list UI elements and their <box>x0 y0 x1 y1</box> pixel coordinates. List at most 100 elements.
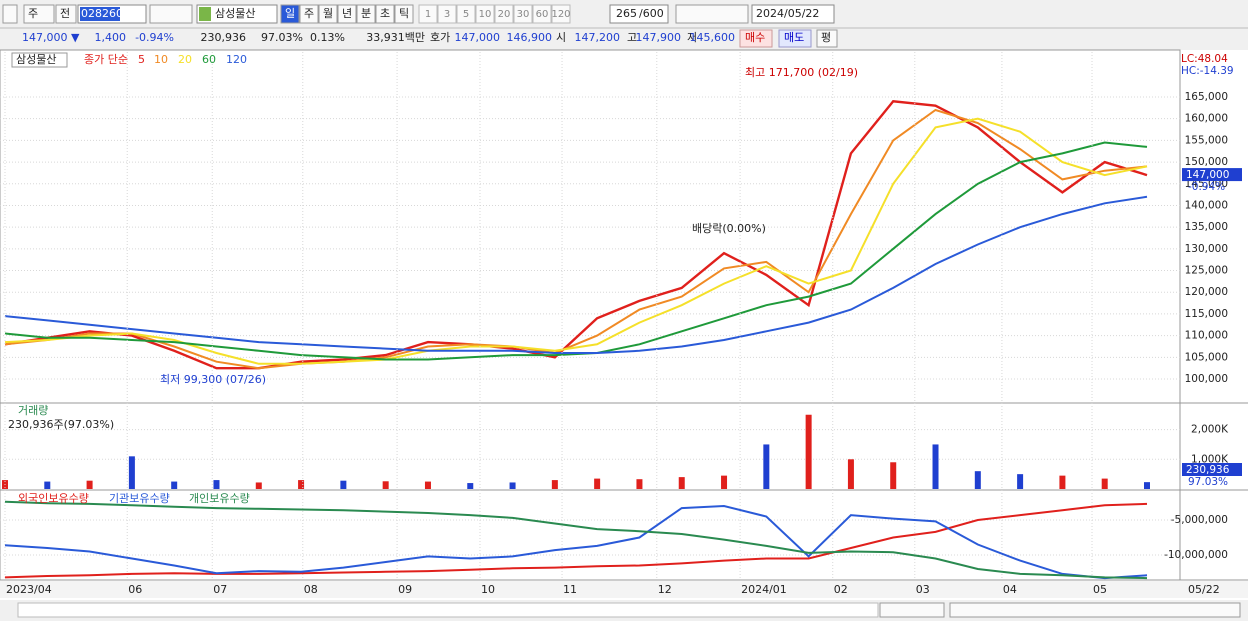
volume-bar <box>255 482 262 489</box>
mode-select[interactable] <box>55 4 77 24</box>
end-date: 05/22 <box>1188 583 1220 596</box>
y-tick-label: 140,000 <box>1185 199 1228 211</box>
interval-button[interactable] <box>551 4 571 24</box>
volume-bar <box>678 477 685 489</box>
period: 월 <box>323 7 333 20</box>
last-change: -0.94% <box>1188 181 1225 193</box>
scroll-thumb[interactable] <box>17 602 879 618</box>
x-tick-label: 10 <box>481 583 495 596</box>
x-tick-label: 03 <box>916 583 930 596</box>
volume-bar <box>298 480 305 489</box>
period: 일 <box>285 6 295 20</box>
period-button[interactable] <box>394 4 414 24</box>
volume-bar <box>847 459 854 489</box>
series-line <box>4 195 1148 354</box>
legend-item: 외국인보유수량 <box>18 492 89 505</box>
volume-bar <box>932 444 939 489</box>
interval-button[interactable] <box>494 4 514 24</box>
interval: 30 <box>517 9 530 20</box>
hc-label: HC:-14.39 <box>1181 65 1234 77</box>
volume-bar <box>721 475 728 489</box>
y-tick-label: 2,000K <box>1191 424 1229 436</box>
x-tick-label: 06 <box>128 583 142 596</box>
high: 147,900 <box>636 31 682 44</box>
count-box[interactable] <box>609 4 669 24</box>
period-button[interactable] <box>337 4 357 24</box>
volume-bar <box>1059 475 1066 489</box>
interval-button[interactable] <box>437 4 457 24</box>
date-axis-bg <box>0 581 1248 598</box>
legend-item: 개인보유수량 <box>189 492 250 505</box>
volume-bar <box>340 480 347 489</box>
search-buttons[interactable] <box>149 4 193 24</box>
panel-subtitle: 230,936주(97.03%) <box>8 418 114 431</box>
y-tick-label: 1,000K <box>1191 453 1229 465</box>
y-tick-label: 135,000 <box>1185 221 1228 233</box>
volume-bar <box>171 481 178 489</box>
volume-bar <box>1017 474 1024 489</box>
interval-button[interactable] <box>475 4 495 24</box>
low-label: 저 <box>687 31 697 44</box>
period: 분 <box>361 7 371 20</box>
ask: 147,000 <box>455 31 501 44</box>
period: 틱 <box>399 7 409 20</box>
volume-bar <box>382 481 389 489</box>
avg-button[interactable] <box>816 29 838 48</box>
volume-bar <box>424 481 431 489</box>
y-tick-label: 100,000 <box>1185 373 1228 385</box>
open: 147,200 <box>575 31 621 44</box>
quote-bar: 147,000 ▼ 1,400 -0.94% 230,936 97.03% 0.… <box>22 29 838 48</box>
type-select[interactable] <box>23 4 55 24</box>
annotation: 배당락(0.00%) <box>692 222 766 235</box>
amount: 33,931백만 <box>366 31 425 44</box>
volume-bar <box>805 414 812 489</box>
date-box[interactable] <box>751 4 835 24</box>
interval-button[interactable] <box>418 4 438 24</box>
change-rate: -0.94% <box>135 31 174 44</box>
volume-bar <box>86 480 93 489</box>
last-price: 147,000 <box>1186 169 1229 181</box>
period: 초 <box>380 7 390 20</box>
x-tick-label: 02 <box>834 583 848 596</box>
y-tick-label: -5,000,000 <box>1171 514 1228 526</box>
period-prefix: 주 <box>28 7 38 20</box>
mode: 전 <box>60 7 70 20</box>
lc-label: LC:48.04 <box>1181 53 1228 65</box>
interval-button[interactable] <box>513 4 533 24</box>
volume-bar <box>1101 478 1108 489</box>
volume-bar <box>1144 482 1150 489</box>
period-button[interactable] <box>280 4 300 24</box>
period-button[interactable] <box>299 4 319 24</box>
x-tick-label: 2024/01 <box>741 583 787 596</box>
x-tick-label: 04 <box>1003 583 1017 596</box>
interval-button[interactable] <box>532 4 552 24</box>
interval-button[interactable] <box>456 4 476 24</box>
volume-rate: 97.03% <box>261 31 303 44</box>
interval: 60 <box>536 9 549 20</box>
zoom-tools[interactable] <box>949 602 1241 618</box>
legend-item: 120 <box>226 53 247 66</box>
period: 년 <box>342 7 352 20</box>
code-highlight <box>80 7 120 21</box>
legend-item: 10 <box>154 53 168 66</box>
period-button[interactable] <box>356 4 376 24</box>
buy-button[interactable] <box>739 29 773 48</box>
period-button[interactable] <box>375 4 395 24</box>
volume-bar <box>594 478 601 489</box>
legend-item: 20 <box>178 53 192 66</box>
period: 주 <box>304 7 314 20</box>
x-tick-label: 05 <box>1093 583 1107 596</box>
volume-bar <box>509 482 516 489</box>
volume: 230,936 <box>201 31 247 44</box>
volume-bar <box>467 483 474 489</box>
turnover: 0.13% <box>310 31 345 44</box>
nav-buttons[interactable] <box>879 602 945 618</box>
period-button[interactable] <box>318 4 338 24</box>
x-tick-label: 11 <box>563 583 577 596</box>
tool-icons[interactable] <box>675 4 749 24</box>
sell-button[interactable] <box>778 29 812 48</box>
menu-button[interactable] <box>2 4 18 24</box>
series-line <box>4 502 1148 579</box>
y-tick-label: 165,000 <box>1185 91 1228 103</box>
